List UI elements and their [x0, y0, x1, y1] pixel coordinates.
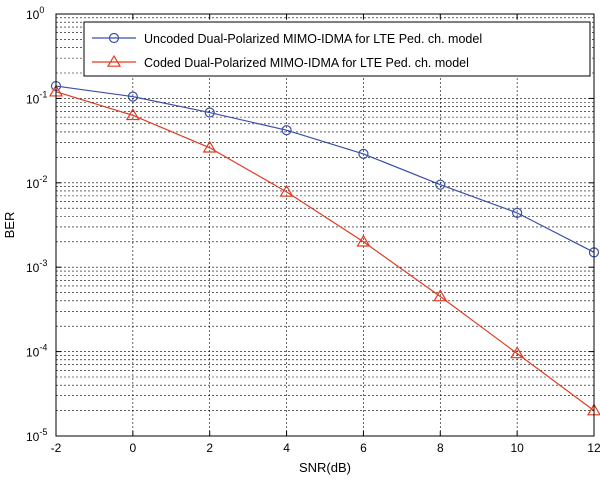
x-tick-label: 10: [510, 441, 524, 455]
x-tick-label: 12: [587, 441, 600, 455]
legend-entry-label: Uncoded Dual-Polarized MIMO-IDMA for LTE…: [144, 32, 482, 46]
data-point: [127, 91, 138, 102]
x-tick-label: 8: [437, 441, 444, 455]
y-tick-label: 10-3: [26, 258, 47, 275]
y-tick-label: 10-5: [26, 427, 47, 444]
data-point: [202, 140, 217, 153]
plot-frame: [55, 13, 595, 437]
y-tick-label: 10-2: [26, 174, 47, 191]
y-axis-label: BER: [2, 212, 17, 239]
data-point: [435, 179, 446, 190]
x-tick-label: -2: [51, 441, 62, 455]
series-line: [55, 85, 595, 253]
y-tick-label: 100: [26, 5, 44, 22]
data-point: [512, 207, 523, 218]
y-tick-label: 10-1: [26, 89, 47, 106]
y-tick-label: 10-4: [26, 343, 47, 360]
data-point: [433, 289, 448, 302]
data-point: [356, 234, 371, 247]
data-point: [510, 346, 525, 359]
series-uncoded: [50, 80, 600, 258]
data-point: [358, 148, 369, 159]
grid-lines: [55, 14, 595, 437]
legend-marker: [106, 54, 122, 67]
legend: Uncoded Dual-Polarized MIMO-IDMA for LTE…: [83, 21, 591, 77]
data-point: [279, 184, 294, 197]
series-line: [55, 91, 595, 412]
legend-marker: [108, 32, 120, 44]
x-tick-label: 6: [360, 441, 367, 455]
data-point: [125, 108, 140, 121]
legend-entry-label: Coded Dual-Polarized MIMO-IDMA for LTE P…: [144, 56, 469, 70]
x-tick-label: 0: [130, 441, 137, 455]
x-axis-label: SNR(dB): [299, 460, 351, 475]
y-axis-ticks: 10-5 10-4 10-3 10-2 10-1 100: [26, 5, 594, 444]
x-tick-label: 2: [206, 441, 213, 455]
x-tick-label: 4: [283, 441, 290, 455]
x-axis-ticks: -2 0 2 4 6 8 10 12: [51, 14, 600, 455]
series-coded: [48, 84, 600, 416]
data-point: [281, 125, 292, 136]
data-point: [204, 107, 215, 118]
legend-box: [83, 21, 591, 77]
